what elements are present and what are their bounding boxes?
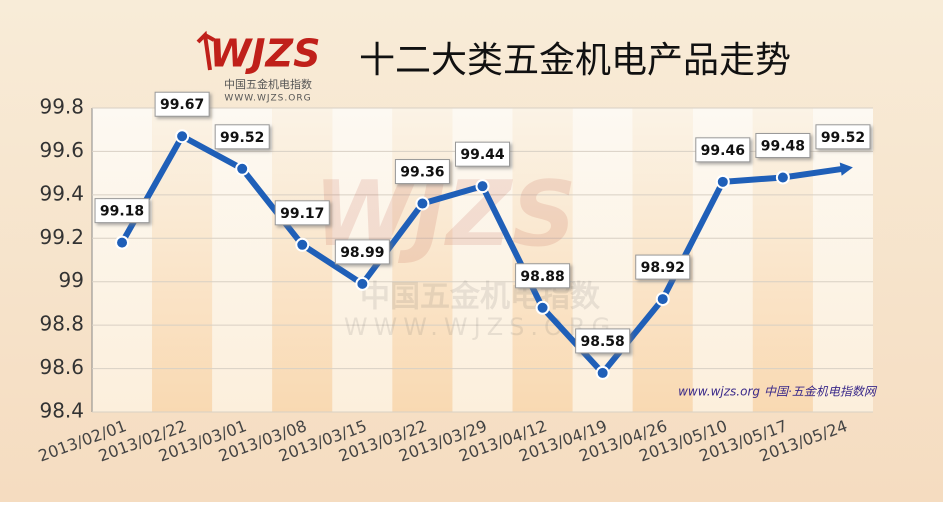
point xyxy=(595,365,610,380)
point xyxy=(415,196,430,211)
point xyxy=(235,161,250,176)
point xyxy=(475,179,490,194)
label-box xyxy=(695,137,751,163)
stripe xyxy=(812,108,873,412)
data-label: 99.48 xyxy=(761,138,805,154)
stripe xyxy=(752,108,813,412)
logo-name: 中国五金机电指数 xyxy=(224,77,312,91)
stripe xyxy=(512,108,573,412)
label-box xyxy=(394,159,450,185)
label-box xyxy=(334,239,390,265)
label-box xyxy=(94,198,150,224)
chart-title: 十二大类五金机电产品走势 xyxy=(359,40,791,81)
data-label: 98.99 xyxy=(340,245,384,261)
data-label: 99.46 xyxy=(701,143,745,159)
data-label: 98.88 xyxy=(520,269,564,285)
label-box xyxy=(455,141,510,167)
footer-url: www.wjzs.org xyxy=(678,385,760,399)
label-box xyxy=(214,124,270,150)
point xyxy=(175,129,190,144)
stripe xyxy=(152,108,213,412)
y-tick-label: 99.4 xyxy=(39,181,84,205)
label-box xyxy=(815,124,871,150)
y-tick-label: 99 xyxy=(59,268,84,292)
data-label: 99.36 xyxy=(400,165,444,181)
stripe xyxy=(212,108,273,412)
label-box xyxy=(274,200,330,226)
label-box xyxy=(575,328,631,354)
footer-site: 中国·五金机电指数网 xyxy=(764,385,878,399)
footer: www.wjzs.org 中国·五金机电指数网 xyxy=(678,385,878,399)
logo-mark: WJZS xyxy=(210,32,321,76)
stripe xyxy=(392,108,453,412)
data-label: 99.67 xyxy=(160,97,204,113)
point xyxy=(715,174,730,189)
point xyxy=(655,292,670,307)
label-box xyxy=(154,91,210,117)
data-label: 98.92 xyxy=(641,260,685,276)
data-label: 99.18 xyxy=(100,204,144,220)
stripe xyxy=(92,108,153,412)
y-tick-label: 99.6 xyxy=(39,138,84,162)
data-label: 99.17 xyxy=(280,206,324,222)
label-box xyxy=(635,254,691,280)
y-tick-label: 98.8 xyxy=(39,312,84,336)
label-box xyxy=(755,132,811,158)
label-box xyxy=(515,263,571,289)
y-tick-label: 98.4 xyxy=(39,399,84,423)
data-label: 98.58 xyxy=(581,334,625,350)
y-tick-label: 99.2 xyxy=(39,225,84,249)
point xyxy=(115,235,130,250)
data-label: 99.44 xyxy=(460,147,505,163)
logo-arrow xyxy=(196,30,215,71)
point xyxy=(295,237,310,252)
arrow-head xyxy=(839,162,853,176)
point xyxy=(775,170,790,185)
logo-url: WWW.WJZS.ORG xyxy=(224,94,311,104)
logo: WJZS 中国五金机电指数 WWW.WJZS.ORG xyxy=(196,30,321,104)
y-tick-label: 99.8 xyxy=(39,95,84,119)
y-tick-label: 98.6 xyxy=(39,355,84,379)
stripe xyxy=(572,108,633,412)
data-label: 99.52 xyxy=(220,130,264,146)
point xyxy=(535,300,550,315)
point xyxy=(355,276,370,291)
data-label: 99.52 xyxy=(821,130,865,146)
